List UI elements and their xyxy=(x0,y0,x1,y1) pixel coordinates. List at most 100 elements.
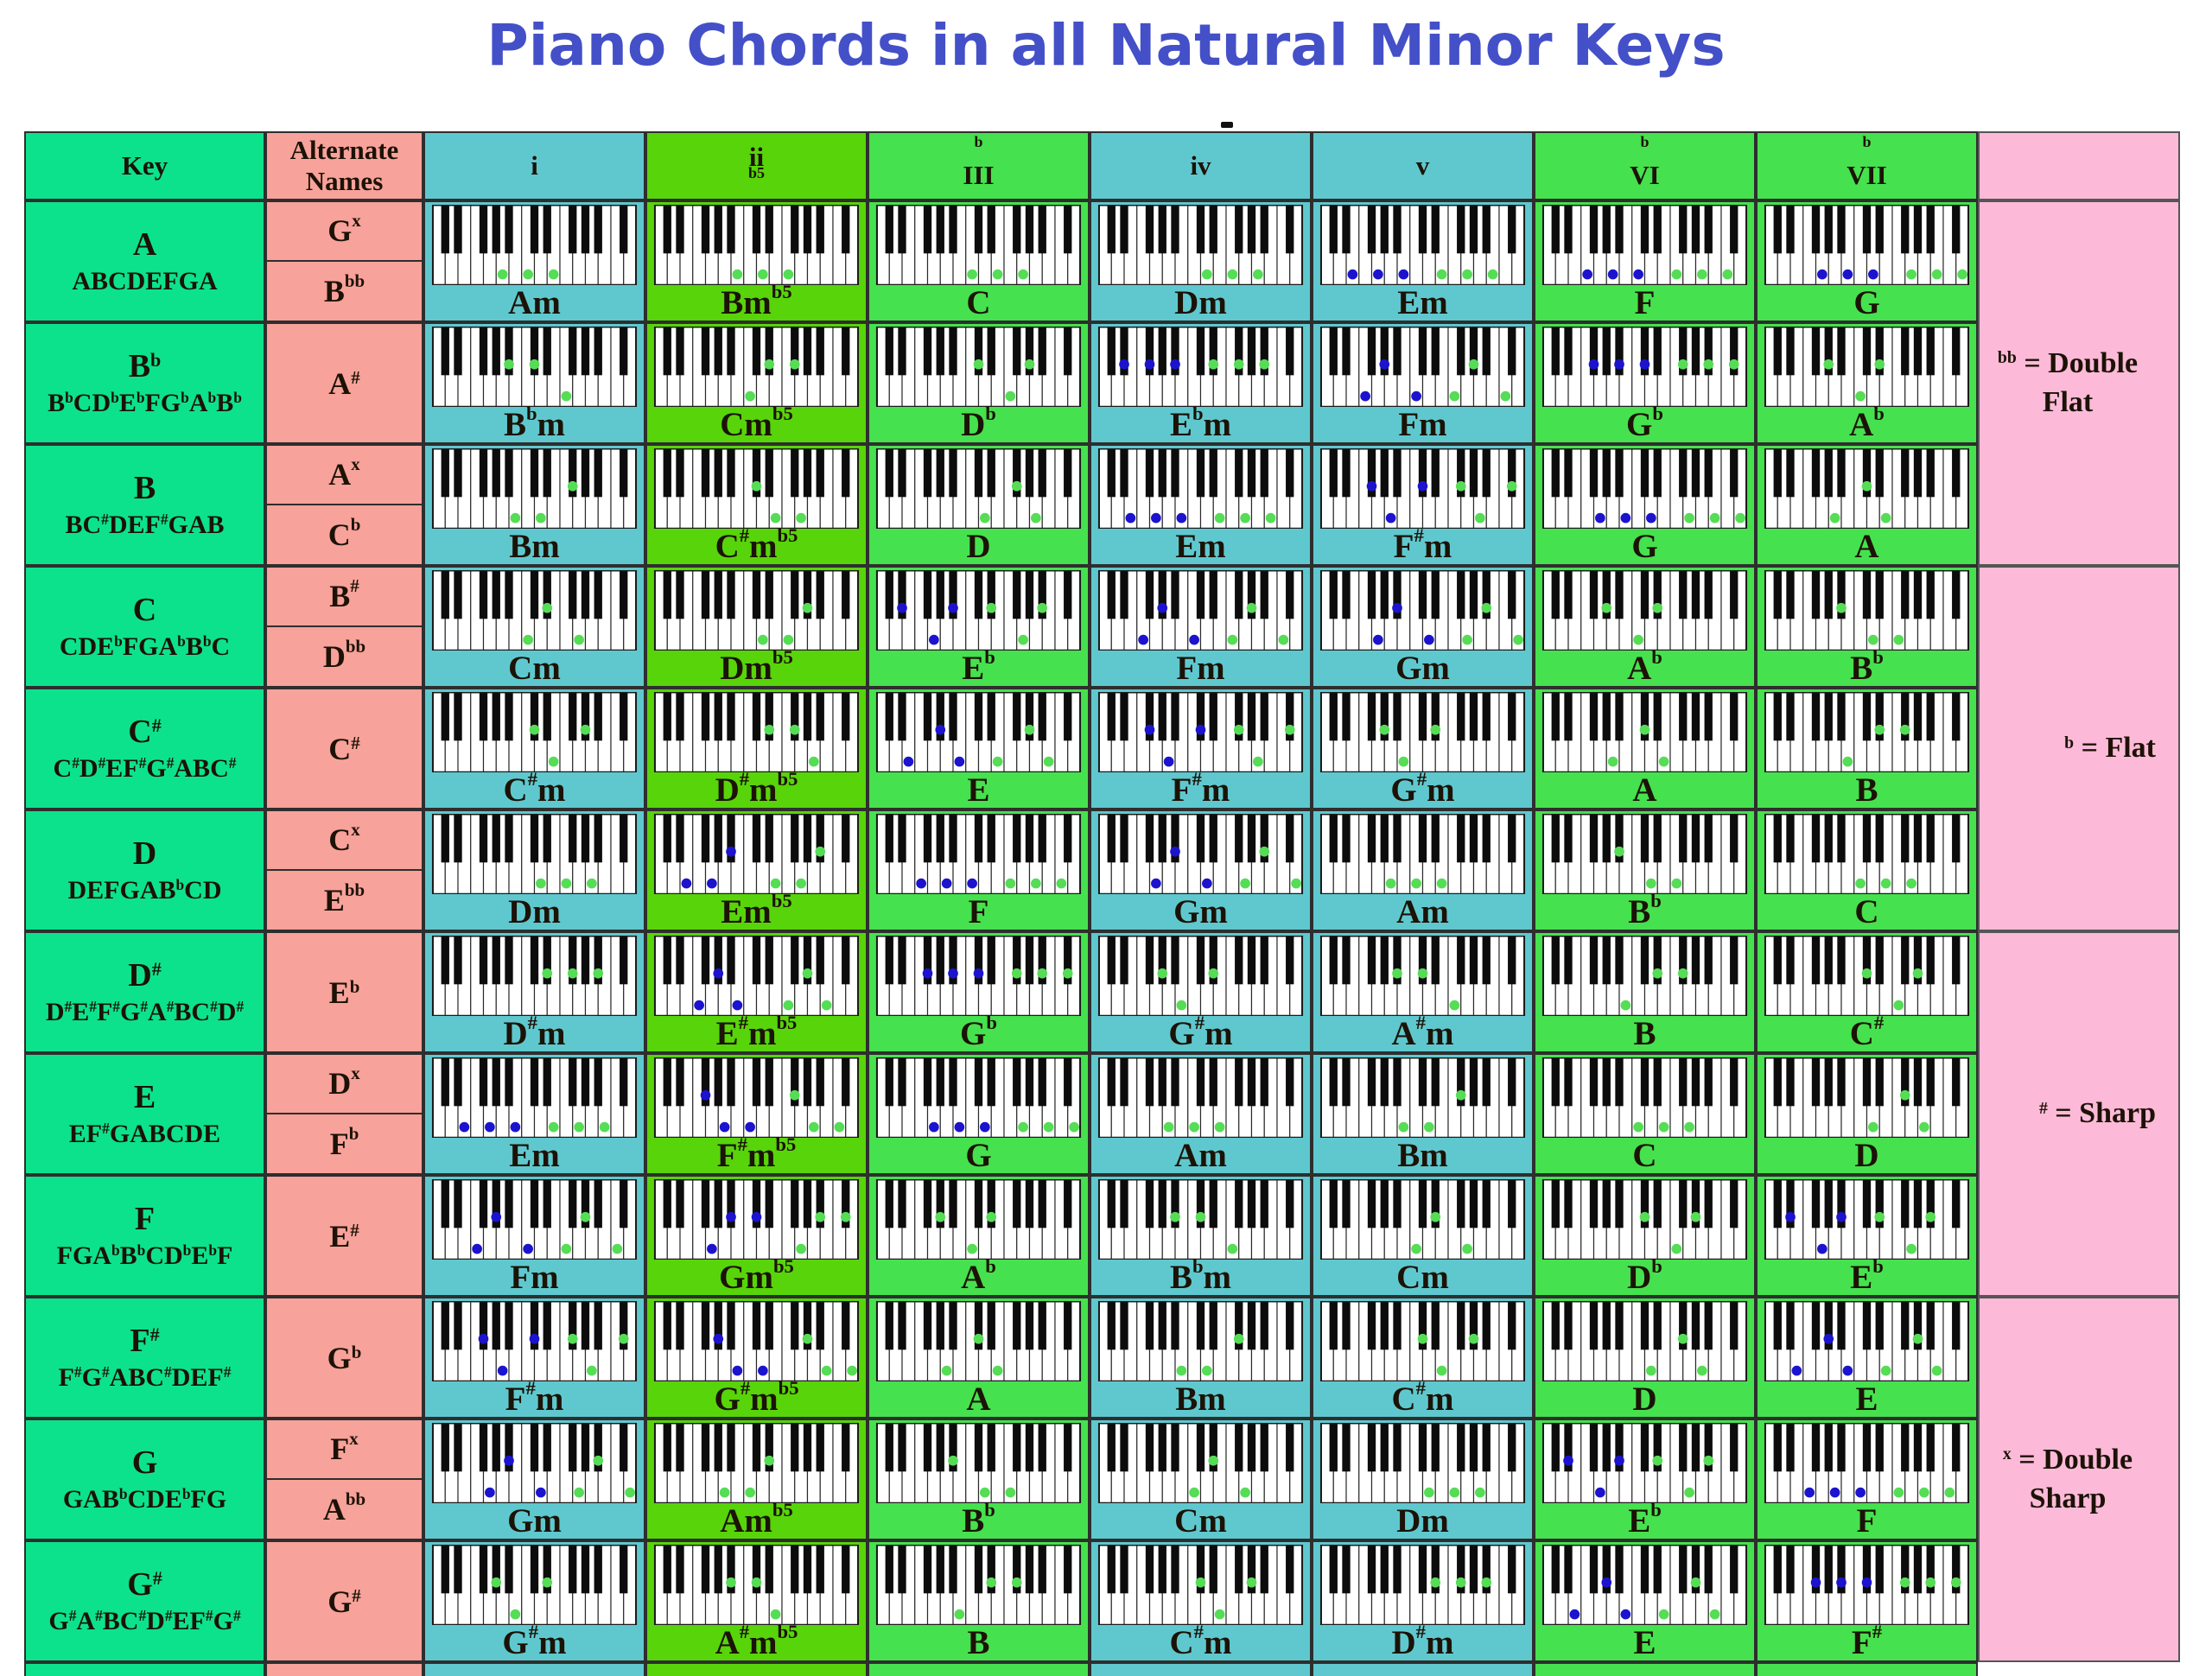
accidental-superscript: b5 xyxy=(777,524,798,547)
chord-cell-C#-iib5: D # m b5 xyxy=(645,688,868,809)
note-dot xyxy=(1475,512,1485,524)
note-dot xyxy=(567,968,578,979)
keyboard-diagram xyxy=(1764,570,1970,651)
note-dot xyxy=(567,1333,578,1344)
note-dot xyxy=(1043,1121,1054,1133)
chord-cell-D#-v: A # m xyxy=(1312,931,1534,1053)
note-dot xyxy=(1214,512,1225,524)
note-dot xyxy=(1684,1487,1694,1498)
chord-cell-F#-bVII: E xyxy=(1756,1297,1978,1419)
chord-cell-A-bVI: F xyxy=(1534,200,1756,322)
header-key: Key xyxy=(24,131,265,200)
accidental-superscript: b5 xyxy=(772,403,793,425)
keyboard-diagram xyxy=(1541,327,1748,408)
accidental-superscript: b xyxy=(114,632,123,651)
note-dot xyxy=(472,1243,482,1254)
keyboard-diagram xyxy=(431,1179,638,1260)
accidental-superscript: b xyxy=(2064,733,2075,752)
note-dot xyxy=(1411,878,1421,889)
note-dot xyxy=(1658,1609,1669,1620)
key-cell-A: A ABCDEFGA xyxy=(24,200,265,322)
accidental-superscript: b5 xyxy=(777,1621,798,1643)
note-dot xyxy=(1855,390,1866,402)
chord-label: C # m xyxy=(1392,1377,1454,1417)
accidental-superscript: # xyxy=(1192,768,1202,790)
accidental-superscript: # xyxy=(350,1220,359,1241)
note-dot xyxy=(1639,359,1650,370)
keyboard-diagram xyxy=(1541,1301,1748,1382)
note-dot xyxy=(1163,1121,1174,1133)
note-dot xyxy=(1151,878,1161,889)
note-dot xyxy=(1436,878,1447,889)
chord-label: Em xyxy=(509,1136,560,1174)
chord-cell-F#-iib5: G # m b5 xyxy=(645,1297,868,1419)
note-dot xyxy=(1671,878,1682,889)
note-dot xyxy=(1893,1487,1904,1498)
chord-label: G xyxy=(1853,283,1880,321)
note-dot xyxy=(700,1089,711,1101)
note-dot xyxy=(1944,1487,1955,1498)
note-dot xyxy=(625,1487,635,1498)
accidental-superscript: # xyxy=(1194,1012,1205,1034)
note-dot xyxy=(510,512,521,524)
keyboard-diagram xyxy=(1097,936,1304,1017)
note-dot xyxy=(1912,968,1923,979)
note-dot xyxy=(574,634,584,645)
key-cell-Bb: Bb BbCDbEbFGbAbBb xyxy=(24,322,265,444)
accidental-superscript: b xyxy=(349,976,360,998)
note-dot xyxy=(770,1609,781,1620)
chord-label: F # xyxy=(1852,1621,1882,1660)
note-dot xyxy=(1595,512,1605,524)
note-dot xyxy=(1925,1211,1936,1222)
accidental-superscript: b xyxy=(348,1122,359,1144)
chord-cell-G-iv: Cm xyxy=(1090,1419,1312,1540)
keyboard-diagram xyxy=(875,814,1082,895)
accidental-superscript: b xyxy=(986,1012,997,1034)
accidental-superscript: # xyxy=(68,1607,77,1625)
note-dot xyxy=(1671,269,1682,280)
accidental-superscript: b5 xyxy=(775,1133,797,1156)
note-dot xyxy=(1227,634,1238,645)
chord-label: Fm xyxy=(510,1258,559,1296)
note-dot xyxy=(523,269,533,280)
chord-label: A xyxy=(1632,771,1657,809)
keyboard-diagram xyxy=(875,1179,1082,1260)
accidental-superscript: # xyxy=(72,754,79,772)
chord-cell-D-i: Dm xyxy=(423,809,645,931)
chord-cell-G#-bIII: B xyxy=(868,1540,1090,1662)
note-dot xyxy=(593,1455,604,1466)
accidental-superscript: b5 xyxy=(771,890,792,912)
chord-label: A xyxy=(1854,527,1879,565)
note-dot xyxy=(1253,756,1263,767)
note-dot xyxy=(567,480,578,492)
note-dot xyxy=(574,1121,584,1133)
chord-label: F # m xyxy=(1172,768,1230,808)
keyboard-diagram xyxy=(1319,1179,1526,1260)
chord-cell-D#-iv: G # m xyxy=(1090,931,1312,1053)
note-dot xyxy=(1449,1000,1460,1011)
accidental-superscript: b xyxy=(182,1241,192,1260)
note-dot xyxy=(1037,602,1048,613)
chord-label: A xyxy=(966,1380,991,1418)
legend-text: # = Sharp xyxy=(2038,1097,2156,1130)
note-dot xyxy=(1449,390,1460,402)
accidental-superscript: b xyxy=(1872,1255,1884,1278)
keyboard-diagram xyxy=(1541,814,1748,895)
chord-label: Bm b5 xyxy=(721,281,791,321)
note-dot xyxy=(1176,1365,1187,1376)
note-dot xyxy=(796,512,806,524)
note-dot xyxy=(1125,512,1136,524)
keyboard-diagram xyxy=(1097,1057,1304,1139)
note-dot xyxy=(1487,269,1498,280)
note-dot xyxy=(561,1243,572,1254)
accidental-superscript: # xyxy=(1415,1012,1426,1034)
